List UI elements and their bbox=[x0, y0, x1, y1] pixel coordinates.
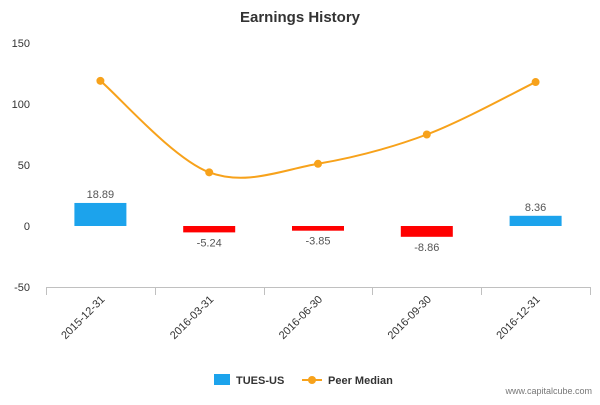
bar-2016-12-31[interactable] bbox=[509, 215, 562, 226]
bar-series: 18.89 -5.24 -3.85 -8.86 8.36 bbox=[74, 189, 562, 254]
legend-swatch-tues-us bbox=[214, 374, 230, 385]
x-tick-label: 2016-06-30 bbox=[277, 294, 325, 342]
y-axis: 150 100 50 0 -50 bbox=[12, 38, 30, 294]
bar-2016-09-30[interactable] bbox=[400, 226, 453, 237]
x-tick-label: 2016-03-31 bbox=[168, 294, 216, 342]
peer-median-point-2016-06-30[interactable] bbox=[314, 159, 322, 168]
legend-label-peer-median[interactable]: Peer Median bbox=[328, 375, 393, 387]
chart-title: Earnings History bbox=[240, 9, 361, 26]
legend-label-tues-us[interactable]: TUES-US bbox=[236, 375, 284, 387]
bar-2016-06-30[interactable] bbox=[292, 226, 344, 231]
peer-median-point-2016-12-31[interactable] bbox=[531, 78, 540, 87]
peer-median-point-2015-12-31[interactable] bbox=[96, 76, 105, 85]
peer-median-point-2016-09-30[interactable] bbox=[422, 130, 431, 139]
legend-marker-peer-median bbox=[308, 376, 316, 384]
x-tick-label: 2016-12-31 bbox=[494, 294, 542, 342]
bar-value-label: 8.36 bbox=[525, 202, 546, 214]
bar-2016-03-31[interactable] bbox=[183, 226, 236, 233]
y-tick-label: -50 bbox=[14, 282, 30, 294]
bar-value-label: -5.24 bbox=[197, 237, 222, 249]
x-tick-label: 2016-09-30 bbox=[386, 294, 434, 342]
y-tick-label: 0 bbox=[24, 221, 30, 233]
watermark: www.capitalcube.com bbox=[504, 386, 592, 396]
legend[interactable]: TUES-US Peer Median bbox=[214, 374, 393, 387]
peer-median-point-2016-03-31[interactable] bbox=[205, 168, 214, 177]
bar-value-label: 18.89 bbox=[87, 189, 115, 201]
y-tick-label: 50 bbox=[18, 160, 30, 172]
y-tick-label: 150 bbox=[12, 38, 30, 50]
bar-value-label: -8.86 bbox=[414, 242, 439, 254]
y-tick-label: 100 bbox=[12, 99, 30, 111]
x-axis: 2015-12-31 2016-03-31 2016-06-30 2016-09-30… bbox=[46, 287, 591, 342]
bar-value-label: -3.85 bbox=[305, 236, 330, 248]
x-tick-label: 2015-12-31 bbox=[59, 294, 107, 342]
bar-2015-12-31[interactable] bbox=[74, 202, 127, 226]
line-series bbox=[96, 76, 540, 179]
